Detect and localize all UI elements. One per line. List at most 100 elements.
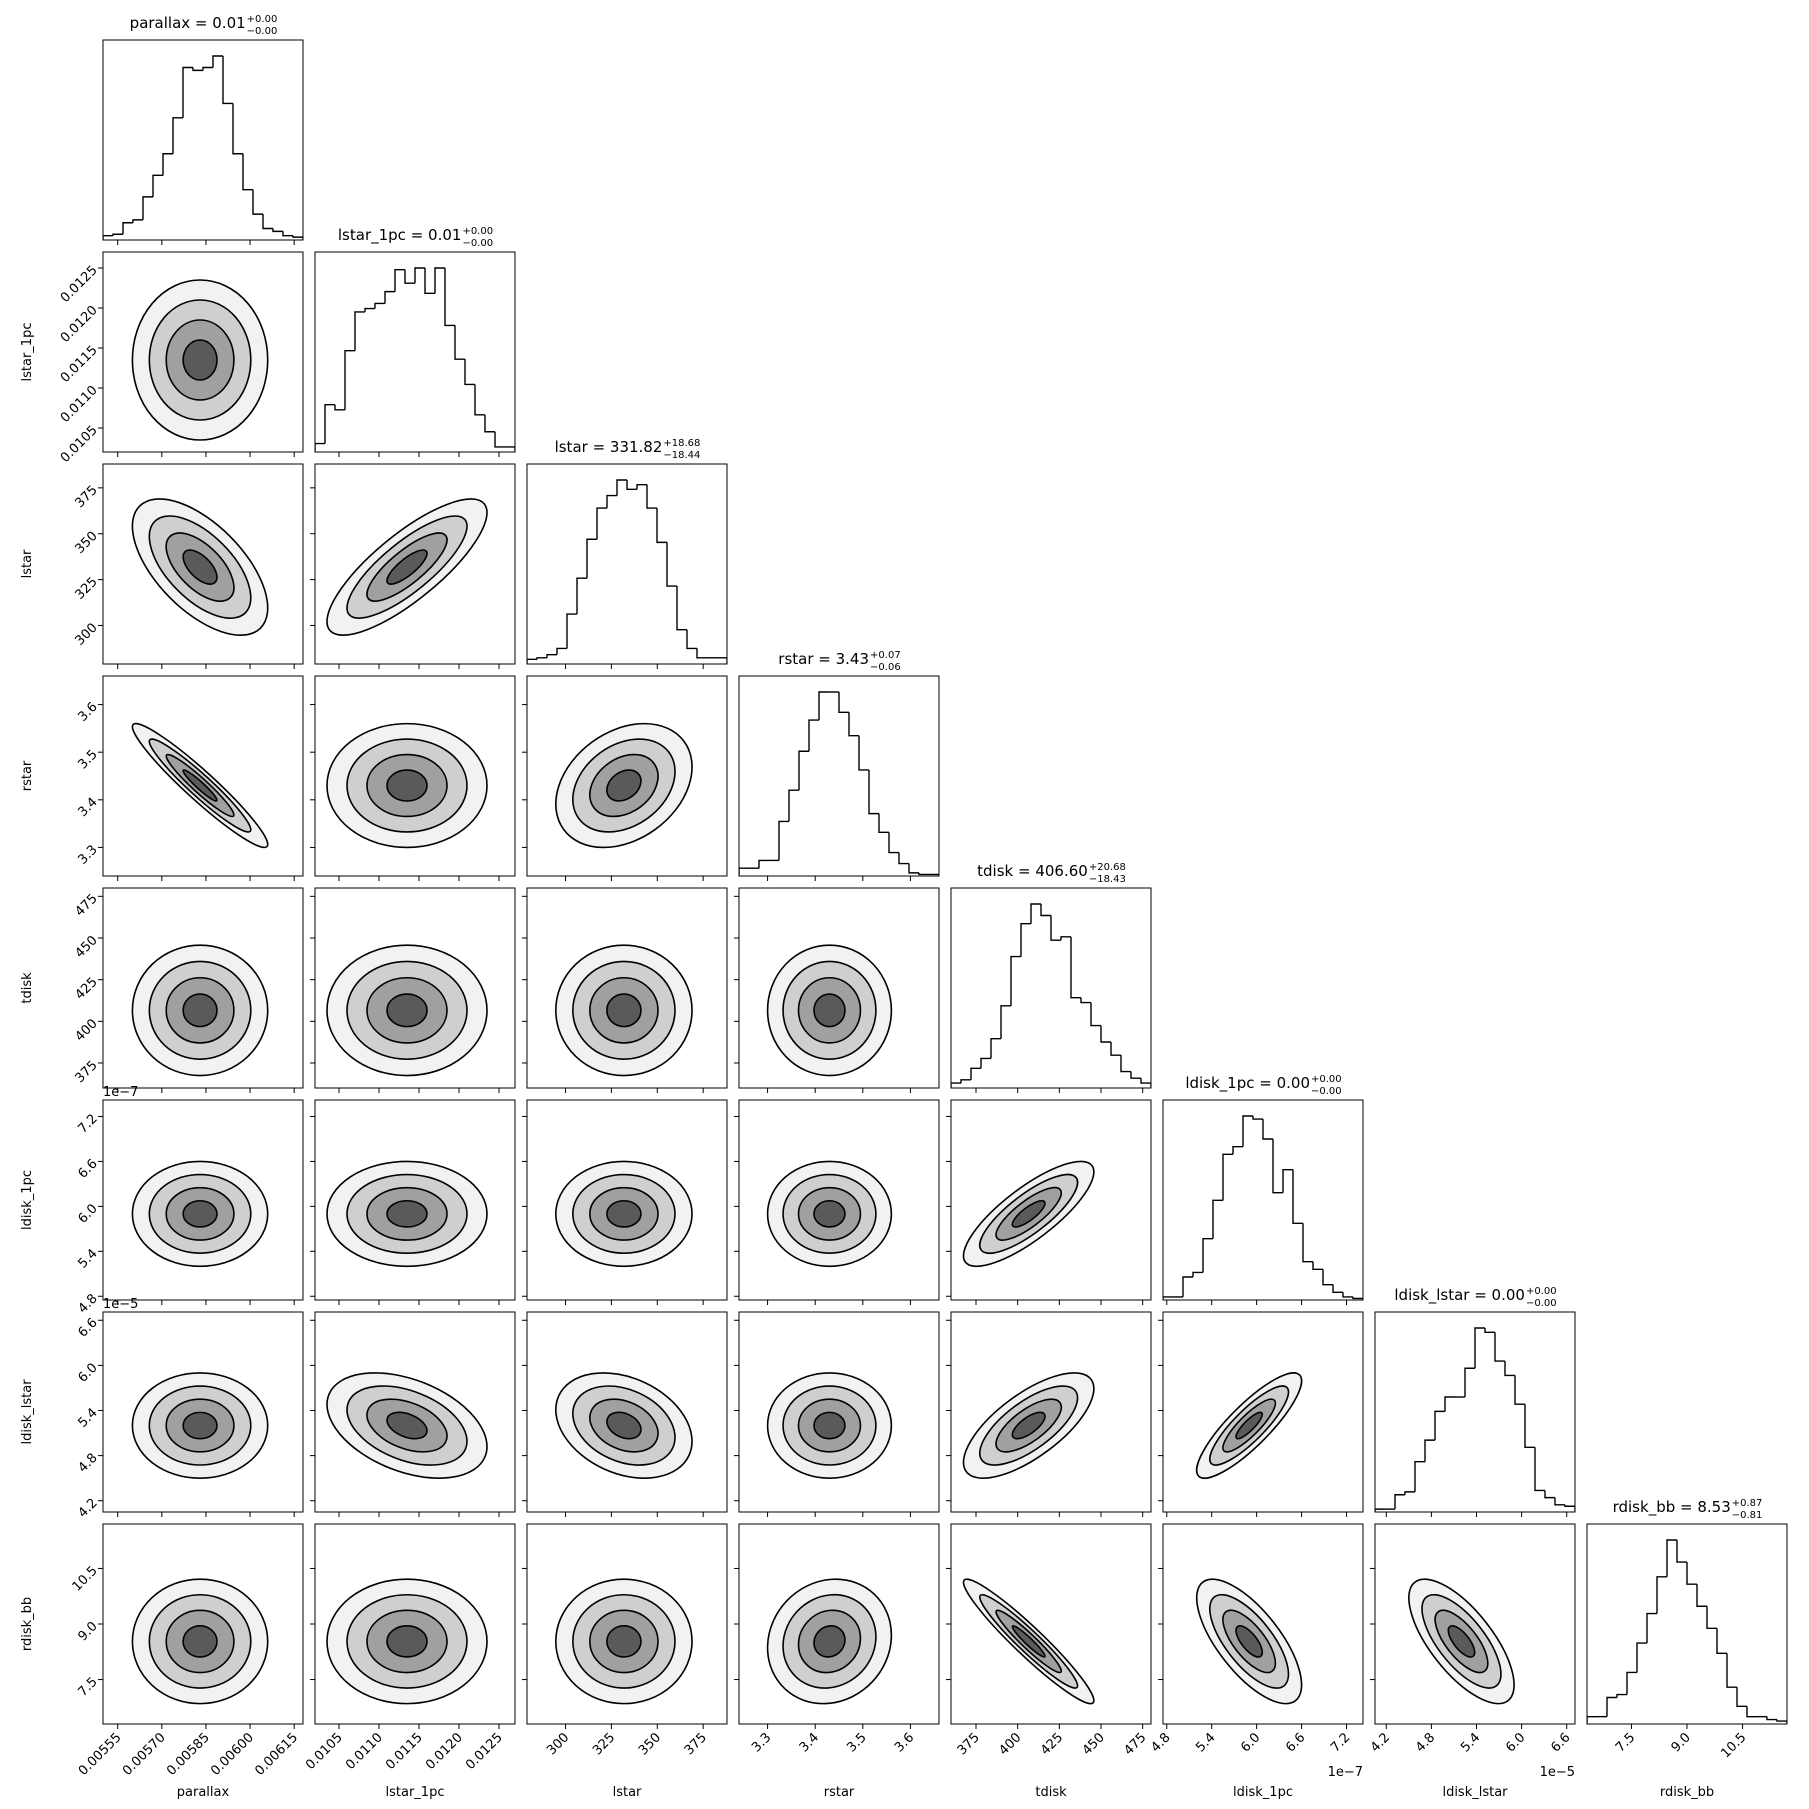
histogram-bin [1352, 1296, 1363, 1300]
histogram-bin [576, 577, 587, 615]
panel-content [766, 944, 893, 1077]
density-contour [386, 1411, 428, 1440]
histogram-bin [344, 350, 355, 410]
panel-frame [526, 1523, 728, 1725]
histogram-bin [414, 267, 425, 284]
histogram-bin [536, 657, 547, 660]
panel-content [131, 1372, 269, 1479]
panel-content [326, 1160, 488, 1268]
panel-frame [102, 1099, 304, 1301]
histogram-bin [1010, 955, 1021, 1006]
y-tick-label: 4.8 [75, 1291, 100, 1316]
panel: 300 325 350 375 lstar [522, 1523, 728, 1800]
histogram-bin [142, 196, 153, 220]
histogram-bin [758, 859, 769, 869]
histogram-bin [1120, 1055, 1131, 1073]
y-axis-label: ldisk_1pc [20, 1170, 35, 1230]
panel-frame [526, 887, 728, 1089]
histogram-bin [1544, 1490, 1555, 1499]
histogram-bin [596, 507, 607, 540]
histogram-bin [1040, 904, 1051, 917]
y-tick-label: 7.5 [75, 1675, 100, 1700]
histogram-bin [282, 231, 293, 237]
panel-content [326, 1372, 488, 1479]
panel: 4.8 5.4 6.0 6.6 7.2 ldisk_1pc 1e−7 [1148, 1523, 1364, 1800]
panel-content [555, 1578, 693, 1705]
y-tick-label: 4.8 [75, 1451, 100, 1476]
panel-content [1195, 1372, 1303, 1479]
y-tick-label: 0.0105 [58, 423, 101, 466]
panel-frame [526, 1099, 728, 1301]
histogram-bin [1696, 1584, 1707, 1607]
density-contour [1011, 1199, 1046, 1228]
panel-frame [1374, 1311, 1576, 1513]
histogram-bin [838, 692, 849, 713]
histogram-bin [1312, 1261, 1323, 1271]
y-tick-label: 6.6 [75, 1315, 100, 1340]
title-sub: −0.81 [1732, 1510, 1763, 1521]
panel-content [951, 903, 1151, 1088]
x-tick-label: 3.3 [749, 1730, 774, 1755]
y-tick-label: 400 [72, 1016, 100, 1044]
panel: 3.3 3.4 3.5 3.6 rstar [734, 1523, 940, 1800]
panel: 3.3 3.4 3.5 3.6 rstar [20, 675, 304, 881]
histogram-bin [929, 873, 939, 876]
histogram-bin [1060, 936, 1071, 941]
x-tick-label: 6.6 [1548, 1730, 1573, 1755]
panel [310, 1311, 516, 1517]
panel [522, 1311, 728, 1517]
panel [310, 887, 516, 1093]
histogram-bin [1292, 1169, 1303, 1225]
histogram-bin [1080, 997, 1091, 1004]
histogram-bin [546, 653, 557, 658]
histogram-bin [1182, 1276, 1193, 1297]
x-axis-label: tdisk [1035, 1785, 1067, 1800]
y-tick-label: 5.4 [75, 1246, 100, 1271]
histogram-bin [1100, 1025, 1111, 1043]
panel-frame [950, 1523, 1152, 1725]
histogram-bin [1414, 1460, 1425, 1492]
panel-content [555, 944, 693, 1077]
histogram-bin [1716, 1628, 1727, 1655]
panel-frame [1374, 1523, 1576, 1725]
panel-frame [314, 463, 516, 665]
panel [734, 1099, 940, 1305]
histogram-bin [1252, 1116, 1263, 1120]
panel [522, 1099, 728, 1305]
histogram-bin [1776, 1719, 1787, 1724]
histogram-bin [324, 404, 335, 444]
density-contour [606, 1199, 642, 1228]
histogram-bin [434, 267, 445, 294]
x-tick-label: 4.8 [1413, 1730, 1438, 1755]
panel: parallax = 0.01 +0.00−0.00 [102, 14, 304, 245]
y-axis-label: ldisk_lstar [20, 1379, 35, 1445]
histogram-bin [970, 1067, 981, 1080]
histogram-bin [1626, 1671, 1637, 1695]
title-sub: −18.43 [1089, 874, 1126, 885]
histogram-bin [1302, 1223, 1313, 1263]
x-offset-label: 1e−5 [1540, 1765, 1575, 1780]
histogram-bin [1736, 1687, 1747, 1708]
density-contour [1235, 1411, 1264, 1440]
histogram-bin [1342, 1292, 1353, 1298]
histogram-bin [1192, 1271, 1203, 1277]
panel-title: parallax = 0.01 [130, 14, 246, 32]
histogram-bin [1130, 1071, 1141, 1079]
panel: 7.59.010.5rdisk_bb0.005550.005700.005850… [20, 1523, 304, 1800]
histogram-bin [808, 719, 819, 752]
title-sup: +0.00 [1311, 1074, 1342, 1085]
histogram-bin [103, 234, 113, 240]
panel: rstar = 3.43 +0.07−0.06 [738, 650, 940, 881]
x-tick-label: 3.5 [844, 1730, 869, 1755]
x-tick-label: 7.2 [1328, 1730, 1353, 1755]
panel-frame [526, 1311, 728, 1513]
histogram-bin [212, 55, 223, 68]
panel-frame [314, 251, 516, 453]
panel-content [527, 479, 727, 664]
x-tick-label: 325 [590, 1730, 618, 1758]
x-tick-label: 375 [682, 1730, 710, 1758]
x-tick-label: 0.0105 [303, 1730, 346, 1773]
histogram-bin [1474, 1327, 1485, 1369]
histogram-bin [696, 648, 707, 659]
histogram-bin [232, 103, 243, 155]
